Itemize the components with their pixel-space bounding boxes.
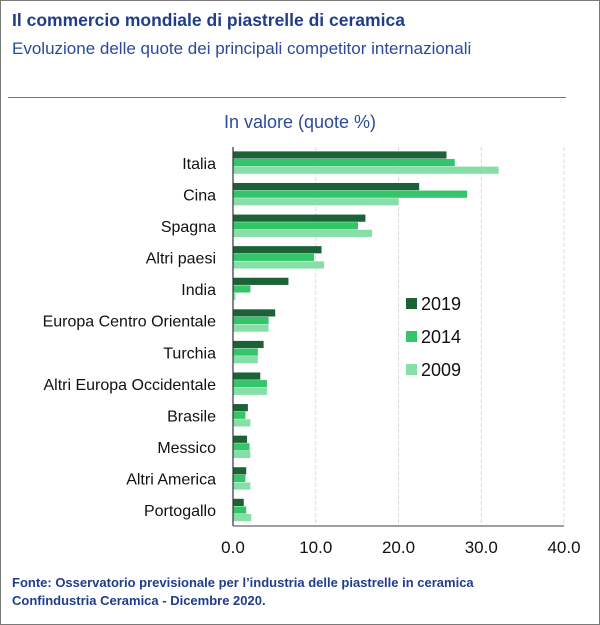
category-label: Turchia: [163, 345, 216, 362]
category-label: Spagna: [161, 219, 216, 236]
category-label: Messico: [157, 440, 216, 457]
x-tick-label: 40.0: [547, 538, 580, 557]
x-tick-labels: 0.0 10.0 20.0 30.0 40.0: [221, 538, 580, 557]
header-divider: [8, 97, 566, 98]
category-label: Brasile: [167, 408, 216, 425]
x-tick-label: 30.0: [465, 538, 498, 557]
legend-label-2009: 2009: [421, 360, 461, 380]
category-label: Cina: [183, 187, 216, 204]
source-note: Fonte: Osservatorio previsionale per l’i…: [12, 574, 474, 610]
source-line-2: Confindustria Ceramica - Dicembre 2020.: [12, 593, 266, 608]
bar-2009: [233, 450, 251, 459]
source-line-1: Fonte: Osservatorio previsionale per l’i…: [12, 575, 474, 590]
legend-swatch-2009: [406, 364, 417, 375]
bar-2009: [233, 514, 252, 522]
axes: [232, 147, 564, 527]
bar-2009: [233, 482, 251, 490]
category-labels: Italia Cina Spagna Altri paesi India Europa C…: [43, 156, 217, 520]
bar-2019: [233, 467, 247, 475]
bar-2014: [233, 253, 315, 261]
bar-2009: [233, 229, 373, 237]
bar-2019: [233, 340, 264, 349]
x-tick-label: 10.0: [299, 538, 332, 557]
bar-2014: [233, 443, 250, 451]
bar-2014: [233, 380, 267, 388]
bars: [233, 151, 499, 522]
legend: 2019 2014 2009: [406, 294, 461, 380]
bar-2019: [233, 372, 261, 380]
bar-2009: [233, 387, 267, 395]
bar-2009: [233, 166, 499, 174]
bar-2014: [233, 222, 358, 230]
bar-2019: [233, 404, 248, 412]
bar-2019: [233, 246, 322, 254]
category-label: Altri Europa Occidentale: [43, 377, 216, 394]
legend-swatch-2019: [406, 298, 417, 309]
x-tick-label: 20.0: [382, 538, 415, 557]
chart-title: In valore (quote %): [223, 112, 377, 132]
bar-2019: [233, 182, 420, 191]
bar-2019: [233, 214, 366, 222]
bar-2009: [233, 324, 269, 332]
bar-2014: [233, 158, 455, 167]
x-tick-label: 0.0: [221, 538, 245, 557]
bar-2019: [233, 498, 244, 507]
category-label: Europa Centro Orientale: [43, 314, 217, 331]
category-label: Italia: [182, 156, 216, 173]
bar-2019: [233, 435, 248, 443]
category-label: India: [181, 282, 216, 299]
bar-2009: [233, 198, 399, 206]
grid-lines: [315, 147, 565, 526]
bar-2014: [233, 411, 246, 419]
figure-subtitle: Evoluzione delle quote dei principali co…: [12, 39, 472, 58]
legend-swatch-2014: [406, 331, 417, 342]
bar-2009: [233, 292, 236, 301]
category-label: Altri paesi: [146, 251, 216, 268]
bar-2014: [233, 316, 269, 325]
bar-2014: [233, 474, 246, 483]
bar-2009: [233, 419, 251, 427]
bar-2019: [233, 309, 276, 317]
category-label: Portogallo: [144, 503, 216, 520]
category-label: Altri America: [126, 472, 216, 489]
legend-label-2019: 2019: [421, 294, 461, 314]
legend-label-2014: 2014: [421, 327, 461, 347]
bar-2014: [233, 348, 258, 356]
figure-title: Il commercio mondiale di piastrelle di c…: [12, 10, 405, 30]
bar-2019: [233, 151, 447, 159]
bar-2009: [233, 356, 258, 364]
bar-2019: [233, 277, 289, 285]
bar-2014: [233, 506, 247, 514]
bar-2009: [233, 261, 325, 269]
bar-2014: [233, 190, 468, 198]
bar-2014: [233, 285, 251, 293]
